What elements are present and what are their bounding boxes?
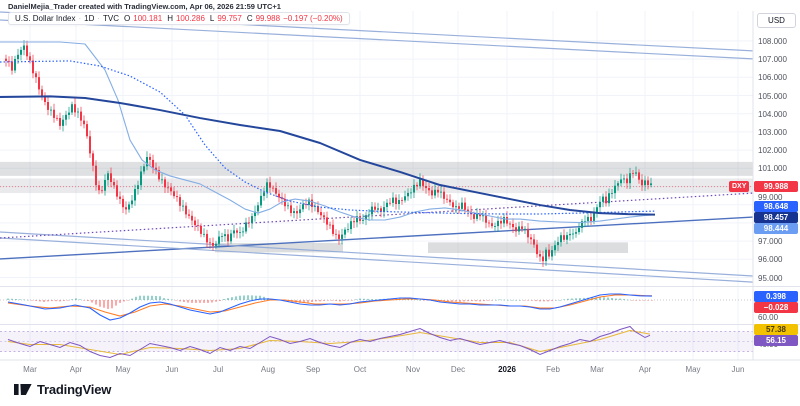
price-scale-tick: 99.000 [758, 193, 783, 202]
price-scale-tick: 96.000 [758, 255, 783, 264]
time-scale-label: Jun [731, 365, 745, 374]
tradingview-logo[interactable]: TradingView [14, 382, 111, 397]
dxy-price-badge: 99.988 [754, 181, 798, 192]
time-scale-label: Apr [69, 365, 83, 374]
time-scale-label: Nov [405, 365, 421, 374]
legend-separator: · [78, 14, 82, 23]
macd-value-badge: 0.398 [754, 291, 798, 302]
time-scale-label: May [115, 365, 131, 374]
time-scale-label: Jul [212, 365, 224, 374]
time-scale-label: Feb [546, 365, 560, 374]
price-scale-tick: 102.000 [758, 146, 787, 155]
close-label: C [246, 14, 253, 23]
price-scale-tick: 107.000 [758, 55, 787, 64]
symbol-title: U.S. Dollar Index [15, 14, 76, 23]
tradingview-logo-text: TradingView [37, 382, 112, 397]
time-scale-label: Aug [260, 365, 276, 374]
time-scale-label: Apr [638, 365, 652, 374]
high-value: 100.286 [175, 14, 205, 23]
high-label: H [167, 14, 173, 23]
change-value: −0.197 (−0.20%) [283, 14, 343, 23]
low-value: 99.757 [217, 14, 242, 23]
price-scale-tick: 105.000 [758, 92, 787, 101]
low-label: L [209, 14, 215, 23]
ma-dotted-badge: 98.648 [754, 201, 798, 212]
price-scale-tick: 108.000 [758, 37, 787, 46]
time-scale-label: Dec [450, 365, 466, 374]
price-scale-tick: 95.000 [758, 274, 783, 283]
ma-fast-badge: 98.444 [754, 223, 798, 234]
time-scale-label: 2026 [498, 365, 516, 374]
creator-watermark: DanielMejia_Trader created with TradingV… [8, 2, 281, 11]
price-scale-tick: 104.000 [758, 110, 787, 119]
time-scale-label: Mar [23, 365, 37, 374]
interval-label: 1D [84, 14, 95, 23]
price-scale-tick: 101.000 [758, 164, 787, 173]
macd-hist-badge: −0.028 [754, 302, 798, 313]
time-scale-label: Sep [305, 365, 321, 374]
time-scale-label: May [685, 365, 701, 374]
open-value: 100.181 [133, 14, 163, 23]
price-scale-tick: 106.000 [758, 73, 787, 82]
legend-separator: · [97, 14, 101, 23]
tradingview-logo-icon [14, 384, 32, 395]
symbol-price-tag: DXY [729, 181, 750, 192]
time-scale-label: Oct [353, 365, 367, 374]
exchange-label: TVC [103, 14, 120, 23]
currency-toggle[interactable]: USD [757, 13, 796, 28]
price-scale-tick: 103.000 [758, 128, 787, 137]
close-value: 99.988 [255, 14, 281, 23]
price-scale-tick: 97.000 [758, 237, 783, 246]
time-scale-label: Mar [590, 365, 604, 374]
rsi-value-badge: 56.15 [754, 335, 798, 346]
price-scale-tick: 60.00 [758, 313, 779, 322]
open-label: O [124, 14, 131, 23]
rsi-ma-badge: 57.38 [754, 324, 798, 335]
ma-slow-badge: 98.457 [754, 212, 798, 223]
time-scale-label: Jun [165, 365, 179, 374]
